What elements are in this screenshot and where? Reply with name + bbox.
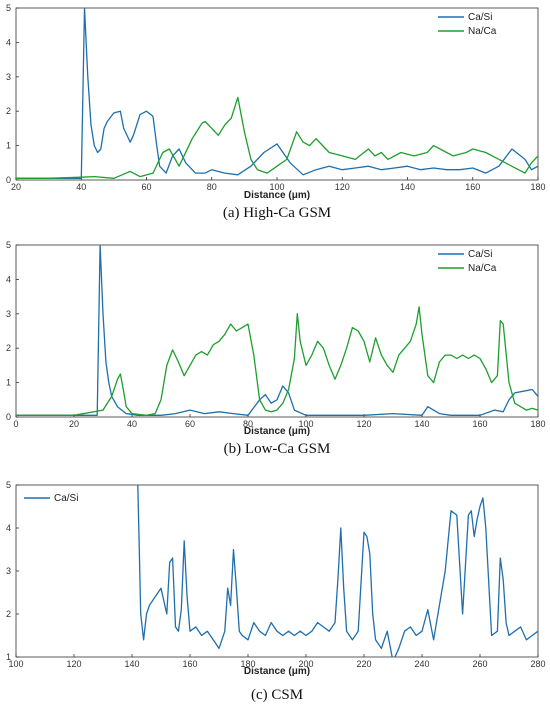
- y-tick-label: 1: [6, 378, 11, 388]
- y-tick-label: 0: [6, 175, 11, 185]
- x-tick-label: 80: [243, 419, 253, 429]
- x-axis-label: Distance (μm): [244, 190, 310, 201]
- y-tick-label: 1: [6, 141, 11, 151]
- series-line-ca-si: [16, 245, 538, 416]
- y-tick-label: 5: [6, 480, 11, 490]
- y-tick-label: 2: [6, 343, 11, 353]
- panel-caption: (b) Low-Ca GSM: [224, 441, 331, 457]
- x-tick-label: 140: [124, 659, 139, 669]
- x-tick-label: 180: [530, 182, 545, 192]
- x-tick-label: 200: [298, 659, 313, 669]
- y-tick-label: 3: [6, 309, 11, 319]
- legend-entry: Ca/Si: [468, 249, 492, 260]
- x-tick-label: 220: [356, 659, 371, 669]
- x-tick-label: 80: [207, 182, 217, 192]
- y-tick-label: 5: [6, 240, 11, 250]
- x-tick-label: 20: [11, 182, 21, 192]
- x-tick-label: 60: [141, 182, 151, 192]
- chart-panel-2: 0 20 40 60 80 100 120 140 160 180 0 1 2 3 4 5 Ca/Si Na/Ca…: [6, 240, 546, 457]
- series-line-ca-si: [16, 8, 538, 179]
- x-tick-label: 40: [127, 419, 137, 429]
- plot-frame: [15, 244, 539, 418]
- x-tick-label: 240: [414, 659, 429, 669]
- y-tick-label: 2: [6, 106, 11, 116]
- legend-entry: Na/Ca: [468, 263, 497, 274]
- y-tick-label: 3: [6, 72, 11, 82]
- y-tick-label: 1: [6, 652, 11, 662]
- x-tick-label: 140: [414, 419, 429, 429]
- x-tick-label: 20: [69, 419, 79, 429]
- y-tick-label: 2: [6, 609, 11, 619]
- x-tick-label: 100: [269, 182, 284, 192]
- x-tick-label: 180: [240, 659, 255, 669]
- x-axis-label: Distance (μm): [244, 666, 310, 677]
- x-tick-label: 260: [472, 659, 487, 669]
- x-tick-label: 40: [76, 182, 86, 192]
- legend-entry: Ca/Si: [54, 493, 78, 504]
- series-group: [16, 8, 538, 179]
- x-tick-label: 100: [298, 419, 313, 429]
- series-group: [16, 245, 538, 416]
- legend-entry: Ca/Si: [468, 12, 492, 23]
- chart-panel-3: 100 120 140 160 180 200 220 240 260 280 1 2 3 4 5 Ca/Si…: [6, 480, 546, 703]
- x-axis-label: Distance (μm): [244, 426, 310, 437]
- x-tick-label: 160: [465, 182, 480, 192]
- x-tick-label: 100: [8, 659, 23, 669]
- x-tick-label: 120: [66, 659, 81, 669]
- x-tick-label: 120: [356, 419, 371, 429]
- series-group: [137, 485, 538, 657]
- x-tick-label: 160: [472, 419, 487, 429]
- panel-caption: (a) High-Ca GSM: [223, 205, 331, 221]
- x-tick-label: 0: [13, 419, 18, 429]
- series-line-ca-si: [137, 485, 538, 657]
- x-tick-label: 140: [400, 182, 415, 192]
- x-tick-label: 120: [335, 182, 350, 192]
- series-line-na-ca: [16, 306, 538, 416]
- y-tick-label: 5: [6, 3, 11, 13]
- y-tick-label: 4: [6, 37, 11, 47]
- x-tick-label: 280: [530, 659, 545, 669]
- y-tick-label: 4: [6, 523, 11, 533]
- y-tick-label: 0: [6, 412, 11, 422]
- x-tick-label: 160: [182, 659, 197, 669]
- panel-caption: (c) CSM: [251, 687, 303, 703]
- x-tick-label: 180: [530, 419, 545, 429]
- chart-panel-1: 20 40 60 80 100 120 140 160 180 0 1 2 3 4 5 Ca/Si Na/Ca D…: [6, 3, 546, 221]
- series-line-na-ca: [16, 96, 538, 179]
- legend-entry: Na/Ca: [468, 26, 497, 37]
- x-tick-label: 60: [185, 419, 195, 429]
- y-tick-label: 4: [6, 274, 11, 284]
- y-tick-label: 3: [6, 566, 11, 576]
